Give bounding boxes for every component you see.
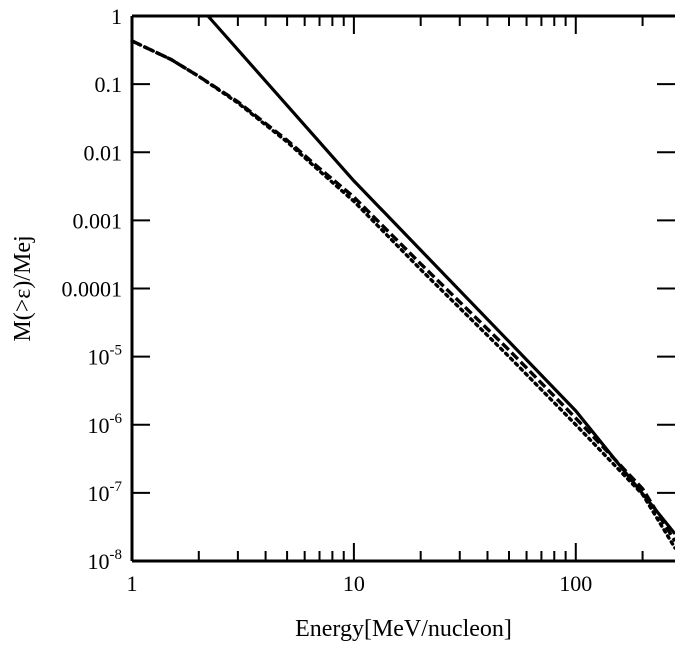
y-tick-label: 0.1 (95, 72, 123, 97)
y-tick-label: 10-8 (88, 547, 123, 574)
x-tick-label: 10 (343, 571, 365, 596)
x-tick-label: 1 (127, 571, 138, 596)
y-tick-label: 0.0001 (62, 277, 123, 302)
x-axis-label: Energy[MeV/nucleon] (295, 616, 512, 642)
series-line-dotted (130, 39, 675, 550)
y-tick-label: 10-7 (88, 479, 123, 506)
y-tick-label: 0.001 (73, 208, 123, 233)
y-axis-label: M(>ε)/Mej (10, 235, 36, 341)
x-tick-label: 100 (559, 571, 592, 596)
tick-labels: 1 10 100 1 0.1 0.01 0.001 0.0001 10-5 10-6 10-7 10-… (62, 4, 593, 596)
series-line-solid (206, 14, 675, 535)
axis-ticks (131, 15, 675, 562)
plot-frame (130, 14, 675, 563)
series-line-dashed (131, 39, 675, 543)
y-tick-label: 1 (111, 4, 122, 29)
series-lines (130, 14, 675, 550)
y-tick-label: 0.01 (84, 140, 123, 165)
y-tick-label: 10-6 (88, 411, 123, 438)
y-tick-label: 10-5 (88, 343, 123, 370)
